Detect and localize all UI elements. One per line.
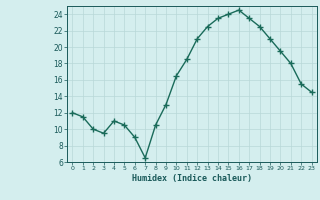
X-axis label: Humidex (Indice chaleur): Humidex (Indice chaleur) bbox=[132, 174, 252, 183]
